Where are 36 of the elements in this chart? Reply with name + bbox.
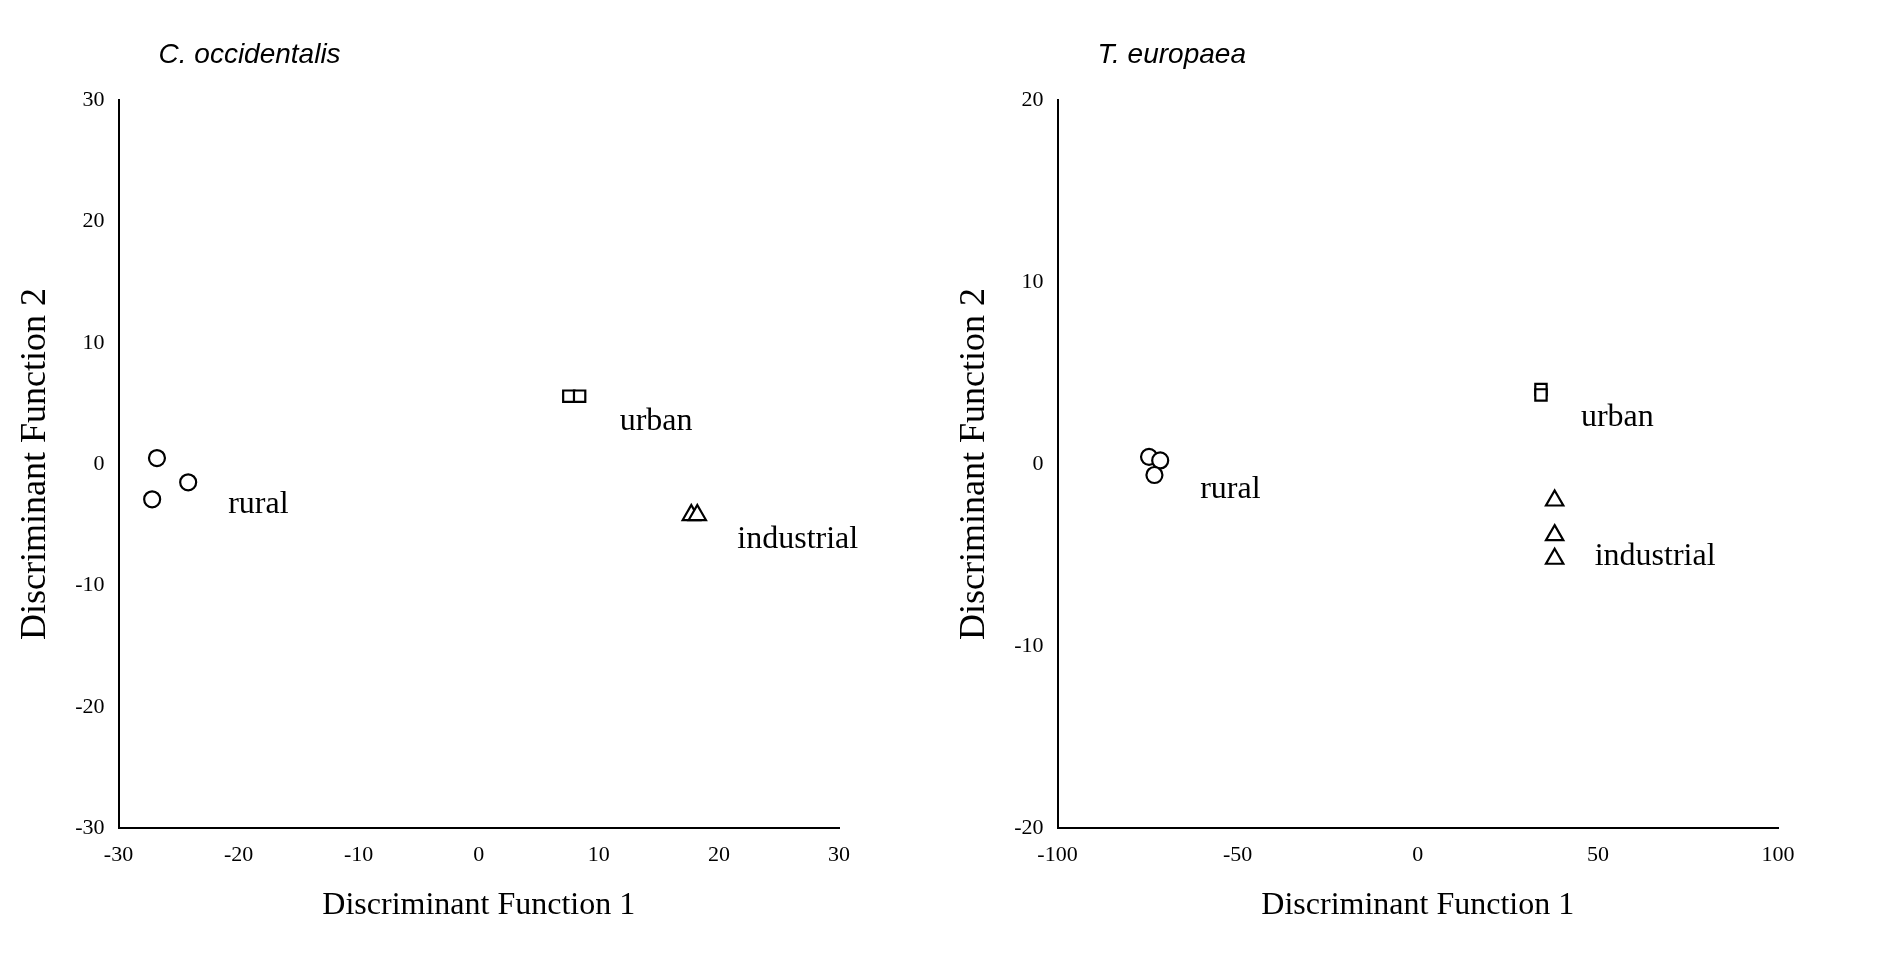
series-label: rural: [1200, 468, 1261, 505]
y-tick-label: 0: [93, 449, 105, 475]
x-tick-label: -100: [1037, 841, 1078, 867]
series-label: rural: [228, 484, 289, 521]
series-label: industrial: [737, 519, 859, 556]
y-tick-label: 10: [1021, 267, 1044, 293]
x-tick-label: -20: [223, 841, 254, 867]
x-tick-label: -10: [344, 841, 374, 867]
series-label: industrial: [1594, 535, 1716, 572]
x-tick-label: -50: [1222, 841, 1253, 867]
x-tick-label: 100: [1761, 841, 1795, 867]
x-tick-label: 0: [473, 841, 485, 867]
x-tick-label: 30: [828, 841, 850, 867]
y-tick-label: -10: [75, 571, 105, 597]
x-axis-title: Discriminant Function 1: [322, 885, 636, 922]
y-tick-label: 20: [82, 207, 105, 233]
x-tick-label: 10: [587, 841, 610, 867]
series-label: urban: [1580, 396, 1654, 433]
x-axis-title: Discriminant Function 1: [1261, 885, 1575, 922]
chart-title: T. europaea: [1097, 37, 1246, 69]
chart-title: C. occidentalis: [158, 37, 341, 69]
x-tick-label: 20: [707, 841, 730, 867]
y-tick-label: -10: [1014, 631, 1044, 657]
y-tick-label: 0: [1032, 449, 1044, 475]
x-tick-label: 0: [1412, 841, 1424, 867]
y-tick-label: 20: [1021, 85, 1044, 111]
x-tick-label: 50: [1586, 841, 1609, 867]
y-tick-label: -30: [75, 813, 105, 839]
x-tick-label: -30: [103, 841, 134, 867]
y-tick-label: 10: [82, 328, 105, 354]
y-axis-title: Discriminant Function 2: [952, 288, 993, 641]
y-tick-label: -20: [1014, 813, 1044, 839]
y-tick-label: -20: [75, 692, 105, 718]
y-axis-title: Discriminant Function 2: [13, 288, 54, 641]
y-tick-label: 30: [82, 85, 105, 111]
series-label: urban: [619, 400, 693, 437]
